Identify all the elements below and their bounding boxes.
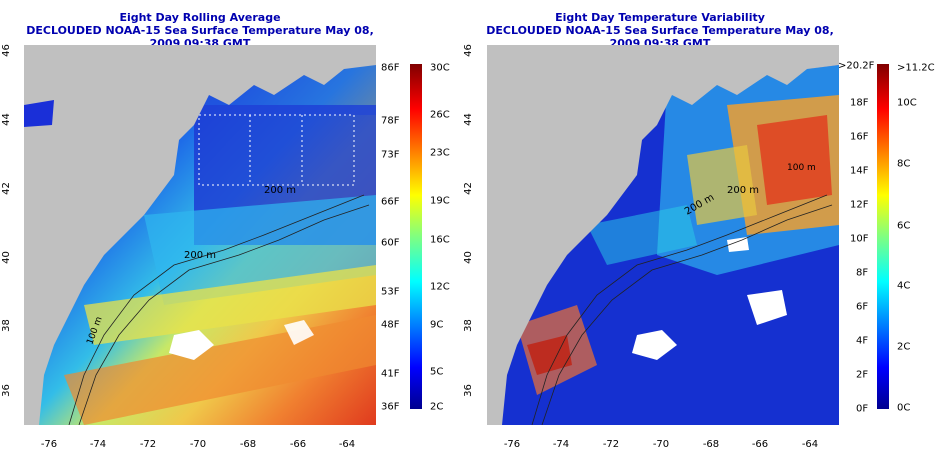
left-cb-c: 26C	[430, 109, 450, 121]
right-cb-c: 4C	[897, 280, 911, 292]
right-cb-f: 14F	[850, 165, 869, 177]
left-x-tick: -64	[338, 439, 356, 450]
left-cb-c: 30C	[430, 62, 450, 74]
left-x-tick: -70	[189, 439, 207, 450]
right-contour-label-100: 100 m	[787, 163, 816, 173]
left-cb-c: 2C	[430, 401, 444, 413]
left-sst-map: 200 m 200 m 100 m	[24, 45, 376, 425]
right-cb-f: 2F	[856, 369, 869, 381]
right-x-tick: -72	[602, 439, 620, 450]
right-cb-f: 12F	[850, 199, 869, 211]
left-y-tick: 36	[0, 384, 12, 397]
right-cb-c: 8C	[897, 158, 911, 170]
right-variability-map: 200 m 200 m 100 m	[487, 45, 839, 425]
right-cb-f: 4F	[856, 335, 869, 347]
left-cb-f: 48F	[381, 319, 400, 331]
left-y-tick: 42	[0, 182, 12, 195]
right-cb-c: 0C	[897, 402, 911, 414]
left-title-main: Eight Day Rolling Average	[119, 11, 281, 24]
left-land	[24, 45, 376, 425]
right-cb-c: 6C	[897, 220, 911, 232]
right-y-tick: 44	[462, 113, 474, 126]
left-y-tick: 40	[0, 251, 12, 264]
left-cb-c: 23C	[430, 147, 450, 159]
left-y-tick: 38	[0, 319, 12, 332]
right-cb-f: 18F	[850, 97, 869, 109]
right-y-tick: 38	[462, 319, 474, 332]
right-colorbar	[877, 64, 889, 409]
right-cb-f: 6F	[856, 301, 869, 313]
left-x-tick: -66	[289, 439, 307, 450]
right-y-tick: 46	[462, 44, 474, 57]
right-cb-c: >11.2C	[897, 62, 935, 74]
left-cb-f: 66F	[381, 196, 400, 208]
right-cb-f: >20.2F	[838, 60, 875, 72]
left-contour-label-200b: 200 m	[264, 185, 296, 196]
right-x-tick: -76	[503, 439, 521, 450]
left-colorbar	[410, 64, 422, 409]
right-land	[487, 45, 839, 425]
left-cb-c: 5C	[430, 366, 444, 378]
right-cb-f: 0F	[856, 403, 869, 415]
right-x-tick: -68	[702, 439, 720, 450]
left-cb-c: 12C	[430, 281, 450, 293]
left-cb-f: 78F	[381, 115, 400, 127]
left-cb-c: 9C	[430, 319, 444, 331]
right-x-tick: -74	[552, 439, 570, 450]
left-y-tick: 44	[0, 113, 12, 126]
left-cb-f: 36F	[381, 401, 400, 413]
left-y-tick: 46	[0, 44, 12, 57]
right-cb-c: 10C	[897, 97, 917, 109]
left-cb-f: 73F	[381, 149, 400, 161]
right-cb-c: 2C	[897, 341, 911, 353]
right-y-tick: 36	[462, 384, 474, 397]
left-cb-f: 60F	[381, 237, 400, 249]
left-cb-c: 19C	[430, 195, 450, 207]
left-cb-f: 86F	[381, 62, 400, 74]
left-x-tick: -76	[40, 439, 58, 450]
left-cb-f: 41F	[381, 368, 400, 380]
left-x-tick: -72	[139, 439, 157, 450]
left-contour-label-200: 200 m	[184, 250, 216, 261]
left-x-tick: -68	[239, 439, 257, 450]
right-x-tick: -64	[801, 439, 819, 450]
right-cb-f: 16F	[850, 131, 869, 143]
right-cb-f: 8F	[856, 267, 869, 279]
right-title-main: Eight Day Temperature Variability	[555, 11, 765, 24]
left-x-tick: -74	[89, 439, 107, 450]
right-contour-label-200b: 200 m	[727, 185, 759, 196]
right-y-tick: 40	[462, 251, 474, 264]
right-cb-f: 10F	[850, 233, 869, 245]
right-x-tick: -70	[652, 439, 670, 450]
right-x-tick: -66	[751, 439, 769, 450]
left-cb-f: 53F	[381, 286, 400, 298]
left-cb-c: 16C	[430, 234, 450, 246]
right-y-tick: 42	[462, 182, 474, 195]
